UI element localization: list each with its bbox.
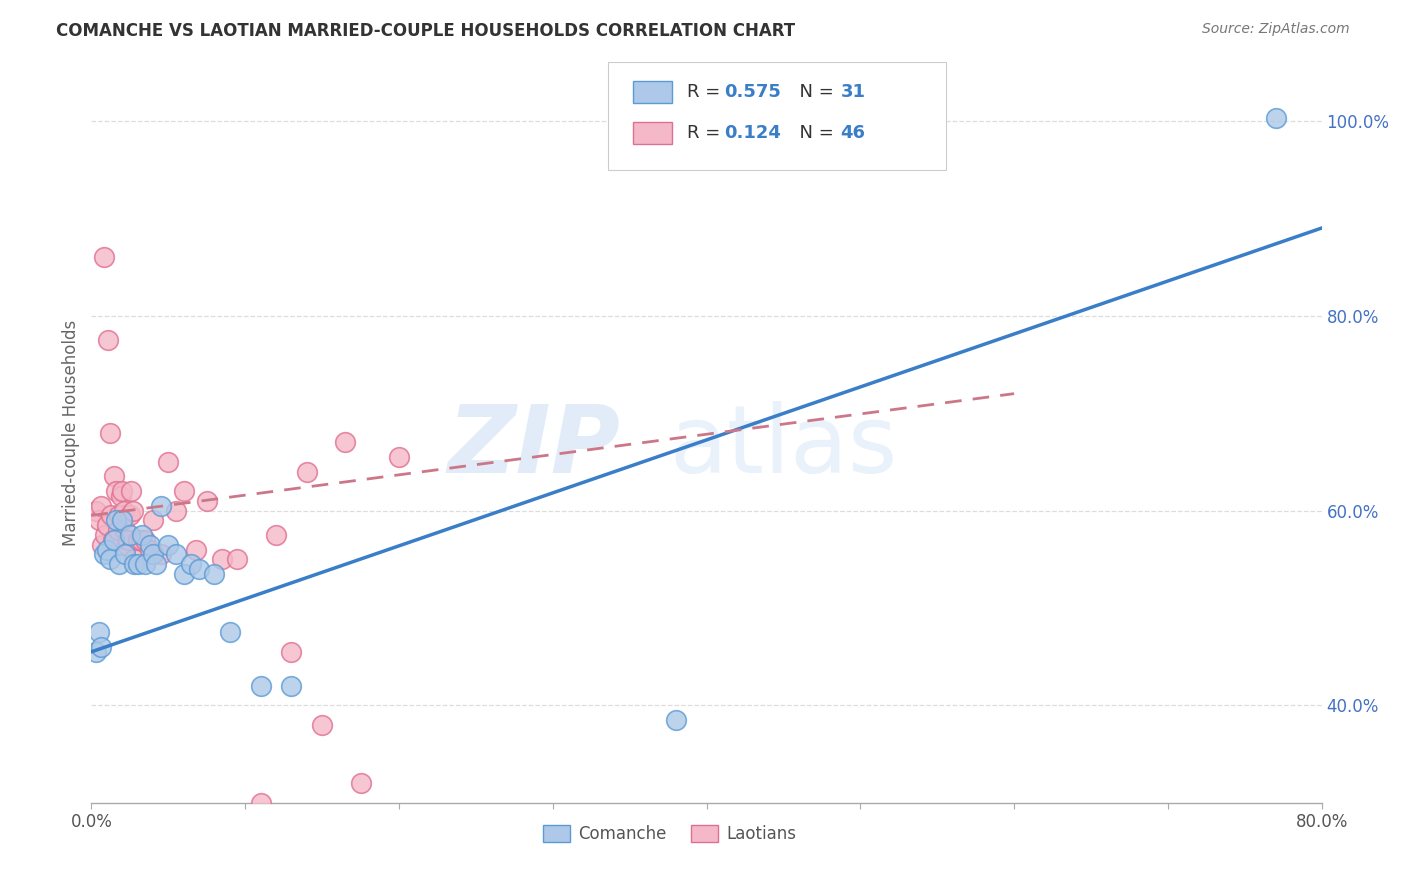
Point xyxy=(311,718,333,732)
Point xyxy=(142,548,165,562)
Text: 0.575: 0.575 xyxy=(724,83,780,101)
Point xyxy=(96,542,118,557)
Point xyxy=(117,533,139,547)
Point xyxy=(165,503,187,517)
Point xyxy=(180,557,202,571)
Point xyxy=(105,513,127,527)
Point xyxy=(226,552,249,566)
Point xyxy=(173,566,195,581)
Point xyxy=(93,548,115,562)
Point xyxy=(280,679,302,693)
Text: 31: 31 xyxy=(841,83,866,101)
Point xyxy=(249,796,271,810)
Point xyxy=(142,513,165,527)
Point xyxy=(87,625,110,640)
FancyBboxPatch shape xyxy=(633,81,672,103)
Point xyxy=(94,528,117,542)
Text: 0.124: 0.124 xyxy=(724,124,780,142)
Point xyxy=(218,625,240,640)
Point xyxy=(114,523,136,537)
Point xyxy=(388,450,411,464)
Point xyxy=(98,552,121,566)
Text: R =: R = xyxy=(686,124,725,142)
Point xyxy=(145,557,167,571)
Text: R =: R = xyxy=(686,83,725,101)
Point xyxy=(105,484,127,499)
Text: ZIP: ZIP xyxy=(447,401,620,493)
Point xyxy=(149,499,172,513)
Point xyxy=(134,557,156,571)
Point xyxy=(84,503,107,517)
Point xyxy=(333,435,356,450)
Point xyxy=(98,425,121,440)
Point xyxy=(115,538,138,552)
Point xyxy=(149,548,172,562)
Point xyxy=(165,548,187,562)
Point xyxy=(103,533,125,547)
Y-axis label: Married-couple Households: Married-couple Households xyxy=(62,319,80,546)
Point xyxy=(188,562,211,576)
Point xyxy=(112,503,135,517)
Point xyxy=(110,489,132,503)
Point xyxy=(84,645,107,659)
Point xyxy=(122,503,145,517)
Point xyxy=(103,469,125,483)
Point xyxy=(134,533,156,547)
Point xyxy=(139,542,162,557)
Point xyxy=(1264,111,1286,125)
Point xyxy=(157,455,180,469)
Text: N =: N = xyxy=(787,83,839,101)
Point xyxy=(108,557,131,571)
Point xyxy=(195,493,218,508)
Text: N =: N = xyxy=(787,124,839,142)
Point xyxy=(124,552,146,566)
Point xyxy=(93,250,115,264)
Point xyxy=(120,484,142,499)
Point xyxy=(202,566,225,581)
Text: Source: ZipAtlas.com: Source: ZipAtlas.com xyxy=(1202,22,1350,37)
Point xyxy=(184,542,207,557)
Point xyxy=(91,538,114,552)
Point xyxy=(97,333,120,347)
Point xyxy=(129,533,152,547)
Text: 46: 46 xyxy=(841,124,866,142)
Point xyxy=(100,508,122,523)
Point xyxy=(111,513,134,527)
Text: atlas: atlas xyxy=(669,401,898,493)
Point xyxy=(131,528,153,542)
Point xyxy=(90,640,112,654)
FancyBboxPatch shape xyxy=(633,121,672,144)
Text: COMANCHE VS LAOTIAN MARRIED-COUPLE HOUSEHOLDS CORRELATION CHART: COMANCHE VS LAOTIAN MARRIED-COUPLE HOUSE… xyxy=(56,22,796,40)
Point xyxy=(90,499,112,513)
Point xyxy=(111,484,134,499)
Point xyxy=(264,528,287,542)
FancyBboxPatch shape xyxy=(607,62,946,169)
Point xyxy=(665,713,688,727)
Point xyxy=(349,776,371,790)
Point xyxy=(295,465,318,479)
Point xyxy=(249,679,271,693)
Point xyxy=(157,538,180,552)
Point xyxy=(127,533,149,547)
Point xyxy=(280,645,302,659)
Point xyxy=(124,557,146,571)
Point xyxy=(127,557,149,571)
Point xyxy=(114,548,136,562)
Point xyxy=(173,484,195,499)
Point xyxy=(87,513,110,527)
Point xyxy=(107,523,129,537)
Point xyxy=(139,538,162,552)
Legend: Comanche, Laotians: Comanche, Laotians xyxy=(536,819,803,850)
Point xyxy=(101,533,124,547)
Point xyxy=(118,508,141,523)
Point xyxy=(211,552,233,566)
Point xyxy=(118,528,141,542)
Point xyxy=(108,508,131,523)
Point xyxy=(96,518,118,533)
